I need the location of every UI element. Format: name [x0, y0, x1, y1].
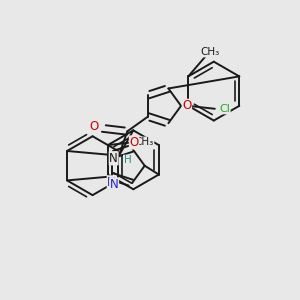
Text: CH₃: CH₃	[134, 137, 154, 147]
Text: N: N	[109, 152, 118, 165]
Text: O: O	[182, 99, 191, 112]
Text: N: N	[107, 176, 116, 189]
Text: H: H	[124, 155, 131, 165]
Text: O: O	[90, 120, 99, 133]
Text: N: N	[110, 178, 118, 191]
Text: Cl: Cl	[219, 104, 230, 114]
Text: CH₃: CH₃	[200, 47, 220, 57]
Text: O: O	[129, 136, 139, 149]
